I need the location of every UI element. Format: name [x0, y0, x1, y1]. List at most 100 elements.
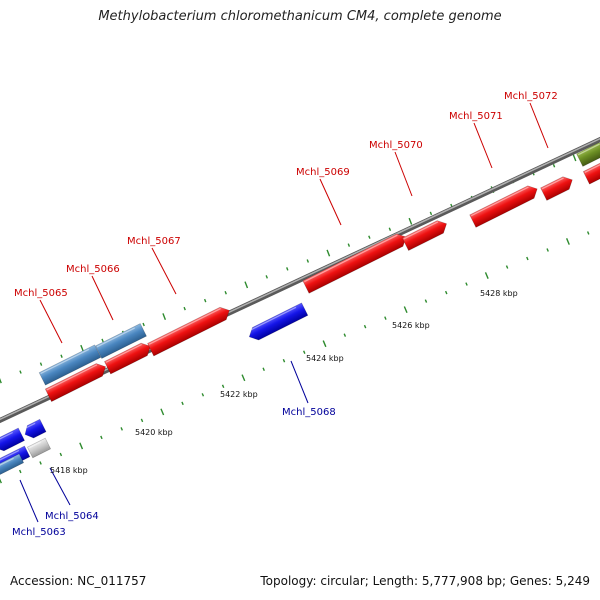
- outer-tick-major: [572, 154, 577, 162]
- gene-label-mchl-5068[interactable]: Mchl_5068: [282, 407, 336, 418]
- outer-tick-minor: [388, 227, 392, 231]
- callout-line: [49, 467, 71, 506]
- outer-tick-minor: [224, 290, 227, 295]
- callout-line: [290, 360, 309, 404]
- gene-olive-right[interactable]: [576, 140, 600, 167]
- inner-tick-minor: [59, 452, 63, 457]
- gene-mchl-5063[interactable]: [0, 427, 25, 454]
- gene-steel-lower[interactable]: [0, 453, 25, 477]
- inner-tick-major: [0, 478, 2, 484]
- gene-mchl-5065[interactable]: [44, 360, 109, 402]
- gene-label-mchl-5070[interactable]: Mchl_5070: [369, 140, 423, 151]
- outer-tick-major: [408, 217, 413, 225]
- gene-label-mchl-5072[interactable]: Mchl_5072: [504, 91, 558, 102]
- inner-tick-minor: [526, 256, 529, 261]
- gene-mchl-5069[interactable]: [302, 231, 409, 294]
- tick-label: 5424 kbp: [306, 354, 344, 363]
- outer-tick-minor: [101, 338, 104, 343]
- gene-steel-1[interactable]: [38, 344, 102, 386]
- gene-label-mchl-5065[interactable]: Mchl_5065: [14, 288, 68, 299]
- topology-text: Topology: circular; Length: 5,777,908 bp…: [260, 574, 590, 588]
- outer-tick-major: [244, 281, 249, 289]
- callout-line: [19, 479, 39, 523]
- inner-tick-minor: [302, 350, 306, 354]
- map-title: Methylobacterium chloromethanicum CM4, c…: [98, 9, 502, 24]
- inner-tick-minor: [181, 401, 184, 406]
- gene-grey[interactable]: [26, 437, 52, 459]
- inner-tick-minor: [444, 290, 448, 295]
- gene-mchl-5071[interactable]: [469, 183, 541, 228]
- inner-tick-major: [79, 442, 84, 450]
- gene-partial-right[interactable]: [582, 160, 600, 185]
- inner-tick-minor: [39, 461, 42, 465]
- tick-label: 5418 kbp: [50, 466, 88, 475]
- inner-tick-minor: [465, 282, 468, 286]
- gene-mchl-5070[interactable]: [401, 217, 449, 251]
- callout-line: [529, 102, 549, 149]
- inner-tick-minor: [505, 265, 509, 269]
- inner-tick-major: [241, 374, 246, 382]
- inner-tick-major: [160, 408, 165, 416]
- inner-tick-minor: [201, 393, 205, 397]
- callout-line: [473, 122, 493, 169]
- gene-label-mchl-5071[interactable]: Mchl_5071: [449, 111, 503, 122]
- gene-mchl-5068[interactable]: [246, 302, 309, 343]
- gene-mchl-5067[interactable]: [147, 304, 233, 357]
- inner-tick-ring: [0, 231, 590, 484]
- position-labels: 5418 kbp 5420 kbp 5422 kbp 5424 kbp 5426 kbp…: [50, 289, 518, 475]
- inner-tick-minor: [546, 248, 549, 252]
- callout-line: [151, 247, 177, 295]
- inner-tick-minor: [140, 418, 144, 423]
- inner-tick-major: [484, 272, 489, 279]
- outer-tick-major: [326, 249, 331, 257]
- gene-label-mchl-5064[interactable]: Mchl_5064: [45, 511, 99, 522]
- outer-tick-minor: [39, 362, 43, 366]
- inner-tick-minor: [586, 231, 590, 235]
- outer-tick-minor: [203, 298, 207, 303]
- callout-line: [394, 151, 413, 197]
- inner-tick-minor: [120, 427, 123, 431]
- outer-tick-minor: [552, 164, 556, 168]
- outer-tick-minor: [368, 235, 371, 239]
- inner-tick-minor: [100, 435, 103, 440]
- outer-tick-major: [0, 378, 2, 384]
- outer-tick-minor: [347, 243, 351, 247]
- outer-tick-minor: [286, 267, 289, 271]
- gene-label-mchl-5069[interactable]: Mchl_5069: [296, 167, 350, 178]
- outer-tick-minor: [19, 370, 22, 374]
- inner-tick-major: [403, 306, 408, 314]
- tick-label: 5422 kbp: [220, 390, 258, 399]
- outer-tick-minor: [142, 322, 145, 327]
- tick-label: 5428 kbp: [480, 289, 518, 298]
- inner-tick-minor: [221, 384, 225, 389]
- gene-mchl-5066[interactable]: [104, 340, 153, 375]
- outer-tick-minor: [60, 354, 63, 358]
- gene-label-mchl-5063[interactable]: Mchl_5063: [12, 527, 66, 538]
- outer-tick-minor: [429, 211, 433, 216]
- accession-text: Accession: NC_011757: [10, 574, 147, 588]
- gene-callouts: Mchl_5065 Mchl_5066 Mchl_5067 Mchl_5068 Mchl…: [12, 91, 558, 538]
- outer-tick-minor: [306, 259, 310, 263]
- outer-tick-major: [162, 313, 167, 320]
- gene-mchl-5064[interactable]: [22, 418, 47, 440]
- callout-line: [319, 178, 342, 226]
- outer-tick-minor: [183, 306, 186, 311]
- inner-tick-minor: [19, 469, 22, 474]
- tick-label: 5420 kbp: [135, 428, 173, 437]
- gene-steel-2[interactable]: [95, 323, 147, 359]
- inner-tick-minor: [343, 333, 347, 337]
- inner-tick-minor: [424, 299, 428, 303]
- inner-tick-minor: [282, 358, 286, 363]
- callout-line: [39, 299, 63, 344]
- gene-track: [0, 140, 600, 477]
- gene-label-mchl-5067[interactable]: Mchl_5067: [127, 236, 181, 247]
- outer-tick-minor: [265, 275, 268, 279]
- inner-tick-minor: [384, 316, 387, 320]
- gene-mchl-5072[interactable]: [540, 174, 576, 201]
- inner-tick-major: [565, 238, 570, 245]
- inner-tick-minor: [363, 324, 367, 329]
- inner-tick-minor: [262, 367, 265, 371]
- gene-label-mchl-5066[interactable]: Mchl_5066: [66, 264, 120, 275]
- outer-tick-major: [80, 344, 84, 352]
